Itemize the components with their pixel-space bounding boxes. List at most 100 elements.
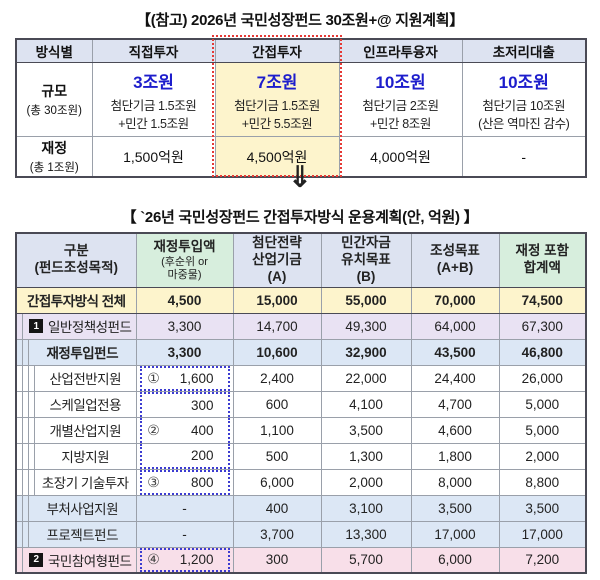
header-lowrate-loan: 초저리대출 xyxy=(461,38,587,63)
value-cell: 500 xyxy=(232,442,322,470)
value-cell: 32,900 xyxy=(320,338,412,366)
value-cell: 49,300 xyxy=(320,312,412,340)
header-subline: (후순위 or xyxy=(161,256,208,269)
header-strategic-fund-a: 첨단전략 산업기금 (A) xyxy=(232,232,322,288)
scale-cell-indirect: 7조원 첨단기금 1.5조원 +민간 5.5조원 xyxy=(214,62,340,137)
indent-guide xyxy=(22,391,23,417)
amount-detail: 첨단기금 2조원 xyxy=(362,98,439,113)
header-indirect-invest: 간접투자 xyxy=(214,38,340,63)
table-row-total: 간접투자방식 전체 4,500 15,000 55,000 70,000 74,… xyxy=(15,286,587,314)
header-private-capital-b: 민간자금 유치목표 (B) xyxy=(320,232,412,288)
value-cell: 2,000 xyxy=(320,468,412,496)
reference-plan-title: 【(참고) 2026년 국민성장펀드 30조원+@ 지원계획】 xyxy=(136,12,464,29)
budget-cell-infra: 4,000억원 xyxy=(338,136,463,178)
row-label: 부처사업지원 xyxy=(46,502,119,518)
value-cell: 3,100 xyxy=(320,494,412,522)
budget-cell-direct: 1,500억원 xyxy=(91,136,216,178)
fiscal-value-cell: ① 1,600 xyxy=(135,364,234,392)
value-cell: 4,600 xyxy=(410,416,500,444)
scale-row-label: 규모 (총 30조원) xyxy=(15,62,93,137)
value-cell: 8,800 xyxy=(498,468,587,496)
circled-number: ② xyxy=(147,421,160,438)
value: 400 xyxy=(190,422,214,438)
row-label-cell: 스케일업전용 xyxy=(15,390,137,418)
fiscal-value-cell: 200 xyxy=(135,442,234,470)
indent-guide xyxy=(34,443,35,469)
fiscal-value-cell: 300 xyxy=(135,390,234,418)
scale-cell-infra: 10조원 첨단기금 2조원 +민간 8조원 xyxy=(338,62,463,137)
amount-value: 3조원 xyxy=(133,72,174,92)
value-cell: 2,400 xyxy=(232,364,322,392)
amount-value: 10조원 xyxy=(375,72,426,92)
row-label: 재정투입펀드 xyxy=(46,346,119,362)
circled-number: ① xyxy=(147,369,160,386)
fiscal-value-cell: ④ 1,200 xyxy=(135,546,234,574)
value-cell: 7,200 xyxy=(498,546,587,574)
indent-guide xyxy=(22,521,23,547)
row-label: 프로젝트펀드 xyxy=(46,528,119,544)
indent-guide xyxy=(22,495,23,521)
indent-guide xyxy=(34,417,35,443)
table-row-regional: 지방지원 200 500 1,300 1,800 2,000 xyxy=(15,442,587,470)
down-arrow-icon: ⇓ xyxy=(287,161,313,194)
row-label: 산업전반지원 xyxy=(49,372,122,388)
header-total-incl-fiscal: 재정 포함 합계액 xyxy=(498,232,587,288)
numbered-square-marker: 2 xyxy=(29,552,43,567)
header-direct-invest: 직접투자 xyxy=(91,38,216,63)
value-cell: 2,000 xyxy=(498,442,587,470)
table-row-individual-industry: 개별산업지원 ② 400 1,100 3,500 4,600 5,000 xyxy=(15,416,587,444)
header-line: (펀드조성목적) xyxy=(34,260,118,276)
value-cell: 5,700 xyxy=(320,546,412,574)
row-label-cell: 지방지원 xyxy=(15,442,137,470)
value-cell: 43,500 xyxy=(410,338,500,366)
row-label-main: 재정 xyxy=(41,140,68,156)
indent-guide xyxy=(22,417,23,443)
value-cell: 1,300 xyxy=(320,442,412,470)
operation-plan-table: 구분 (펀드조성목적) 재정투입액 (후순위 or 마중물) 첨단전략 산업기금… xyxy=(15,232,587,575)
value: 200 xyxy=(190,447,214,463)
value: 300 xyxy=(190,397,214,413)
amount-detail: 첨단기금 1.5조원 xyxy=(234,98,320,113)
fiscal-value-cell: ② 400 xyxy=(135,416,234,444)
header-infra-finance: 인프라투융자 xyxy=(338,38,463,63)
numbered-square-marker: 1 xyxy=(29,319,43,334)
value-cell: 55,000 xyxy=(320,286,412,314)
value-cell: 6,000 xyxy=(410,546,500,574)
row-label-cell: 초장기 기술투자 xyxy=(15,468,137,496)
operation-plan-title: 【 `26년 국민성장펀드 간접투자방식 운용계획(안, 억원) 】 xyxy=(121,209,479,226)
header-line: 유치목표 xyxy=(341,251,391,267)
header-target-ab: 조성목표 (A+B) xyxy=(410,232,500,288)
amount-value: 7조원 xyxy=(256,72,298,92)
indent-guide xyxy=(34,365,35,391)
indent-guide xyxy=(28,391,29,417)
value-cell: 5,000 xyxy=(498,416,587,444)
value: 800 xyxy=(190,474,214,490)
value-cell: 17,000 xyxy=(410,520,500,548)
indent-guide xyxy=(28,495,29,521)
row-label-cell: 2 국민참여형펀드 xyxy=(15,546,137,574)
table-header-row: 구분 (펀드조성목적) 재정투입액 (후순위 or 마중물) 첨단전략 산업기금… xyxy=(15,232,587,288)
value-cell: 3,700 xyxy=(232,520,322,548)
header-line: 합계액 xyxy=(523,260,561,276)
fiscal-value-cell: - xyxy=(135,520,234,548)
budget-row: 재정 (총 1조원) 1,500억원 4,500억원 4,000억원 - xyxy=(15,136,587,178)
amount-detail: 첨단기금 1.5조원 xyxy=(110,98,197,113)
value-cell: 4,500 xyxy=(135,286,234,314)
budget-cell-loan: - xyxy=(461,136,587,178)
indent-guide xyxy=(22,339,23,365)
header-category: 구분 (펀드조성목적) xyxy=(15,232,137,288)
row-label: 초장기 기술투자 xyxy=(41,476,129,492)
value-cell: 22,000 xyxy=(320,364,412,392)
circled-number: ④ xyxy=(147,551,160,568)
indent-guide xyxy=(22,443,23,469)
value-cell: 15,000 xyxy=(232,286,322,314)
table-row-industry-wide: 산업전반지원 ① 1,600 2,400 22,000 24,400 26,000 xyxy=(15,364,587,392)
value-cell: 3,500 xyxy=(320,416,412,444)
header-line: 조성목표 xyxy=(430,243,480,259)
table-row-ultralong-tech: 초장기 기술투자 ③ 800 6,000 2,000 8,000 8,800 xyxy=(15,468,587,496)
value-cell: 70,000 xyxy=(410,286,500,314)
value-cell: 400 xyxy=(232,494,322,522)
indent-guide xyxy=(28,521,29,547)
value-cell: 17,000 xyxy=(498,520,587,548)
